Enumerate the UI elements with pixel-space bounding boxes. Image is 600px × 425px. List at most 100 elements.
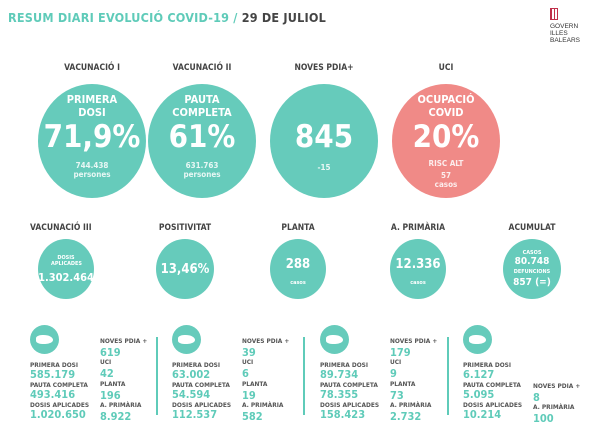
vacunacio-iii-label: VACUNACIÓ III — [30, 223, 92, 233]
planta-label: PLANTA — [281, 223, 315, 233]
stat-label: NOVES PDIA + — [242, 337, 290, 345]
stat-label: UCI — [242, 358, 254, 366]
heading: PRIMERA — [66, 93, 118, 106]
stat-label: A. PRIMÀRIA — [533, 403, 575, 411]
value: 288 — [285, 256, 311, 272]
stat-label: DOSIS APLICADES — [320, 401, 380, 409]
stat-label: UCI — [390, 358, 402, 366]
stat-label: PLANTA — [390, 380, 416, 388]
a-primaria-label: A. PRIMÀRIA — [390, 223, 446, 233]
heading: COVID — [428, 106, 464, 119]
sub: CASOS — [522, 250, 542, 256]
acumulat-circle: CASOS 80.748 DEFUNCIONS 857 (=) — [503, 239, 561, 299]
heading: PAUTA — [184, 93, 220, 106]
stat-value: 73 — [390, 389, 404, 402]
heading: DOSI — [78, 106, 106, 119]
sub: casos — [290, 279, 306, 286]
stat-value: 1.020.650 — [30, 408, 86, 421]
stat-value: 493.416 — [30, 388, 76, 401]
govern-logo: GOVERN ILLES BALEARS — [550, 8, 598, 44]
value: 13,46% — [160, 261, 210, 277]
stat-label: PRIMERA DOSI — [172, 361, 221, 369]
stat-label: DOSIS APLICADES — [172, 401, 232, 409]
value: 1.302.464 — [38, 270, 94, 284]
stat-value: 619 — [100, 346, 121, 359]
sub: RISC ALT — [428, 159, 464, 168]
stat-value: 8.922 — [100, 410, 132, 423]
sub: 57 — [440, 171, 451, 180]
stat-label: PLANTA — [242, 380, 268, 388]
stat-value: 6.127 — [463, 368, 495, 381]
stat-value: 2.732 — [390, 410, 422, 423]
noves-pdia-circle: 845 -15 — [270, 84, 378, 198]
heading: OCUPACIÓ — [417, 93, 475, 106]
stat-label: NOVES PDIA + — [390, 337, 438, 345]
uci-label: UCI — [438, 63, 454, 73]
stat-value: 63.002 — [172, 368, 211, 381]
sub: 744.438 — [75, 161, 109, 170]
stat-label: PAUTA COMPLETA — [463, 381, 521, 389]
mallorca-island-icon — [30, 325, 59, 354]
menorca-island-icon — [172, 325, 201, 354]
stat-label: PAUTA COMPLETA — [320, 381, 378, 389]
page-title: RESUM DIARI EVOLUCIÓ COVID-19 / 29 DE JU… — [8, 10, 326, 25]
sub: casos — [434, 180, 458, 189]
sub: casos — [410, 279, 426, 286]
stat-value: 10.214 — [463, 408, 502, 421]
value: 12.336 — [395, 256, 441, 272]
stat-value: 5.095 — [463, 388, 495, 401]
stat-label: PAUTA COMPLETA — [172, 381, 230, 389]
positivitat-label: POSITIVITAT — [158, 223, 212, 233]
value: 845 — [294, 119, 354, 155]
value: 61% — [168, 119, 236, 155]
stat-label: A. PRIMÀRIA — [242, 401, 284, 409]
acumulat-label: ACUMULAT — [508, 223, 556, 233]
stat-value: 100 — [533, 412, 554, 425]
positivitat-circle: 13,46% — [156, 239, 214, 299]
stat-label: PLANTA — [100, 380, 126, 388]
value: 20% — [412, 119, 480, 155]
sub: DOSIS APLICADES — [51, 254, 82, 267]
stat-value: 42 — [100, 367, 114, 380]
stat-label: A. PRIMÀRIA — [390, 401, 432, 409]
uci-circle: OCUPACIÓ COVID 20% RISC ALT 57 casos — [392, 84, 500, 198]
logo-text: BALEARS — [550, 37, 580, 44]
stat-label: A. PRIMÀRIA — [100, 401, 142, 409]
stat-label: DOSIS APLICADES — [463, 401, 523, 409]
vacunacio-iii-circle: DOSIS APLICADES 1.302.464 — [38, 239, 94, 299]
a-primaria-circle: 12.336 casos — [390, 239, 446, 299]
stat-value: 112.537 — [172, 408, 218, 421]
divider — [447, 337, 449, 415]
noves-pdia-label: NOVES PDIA+ — [294, 63, 354, 73]
title-text: RESUM DIARI EVOLUCIÓ COVID-19 / — [8, 10, 238, 25]
vacunacio-ii-circle: PAUTA COMPLETA 61% 631.763 persones — [148, 84, 256, 198]
stat-value: 582 — [242, 410, 263, 423]
sub: DEFUNCIONS — [513, 269, 551, 275]
stat-label: NOVES PDIA + — [100, 337, 148, 345]
stat-value: 6 — [242, 367, 249, 380]
stat-value: 78.355 — [320, 388, 359, 401]
divider — [303, 337, 305, 415]
sub: 631.763 — [185, 161, 219, 170]
heading: COMPLETA — [172, 106, 232, 119]
divider — [156, 337, 158, 415]
date: 29 DE JULIOL — [241, 10, 327, 25]
vacunacio-i-circle: PRIMERA DOSI 71,9% 744.438 persones — [38, 84, 146, 198]
stat-label: DOSIS APLICADES — [30, 401, 90, 409]
stat-label: PAUTA COMPLETA — [30, 381, 88, 389]
sub: persones — [183, 170, 221, 179]
logo-text: GOVERN — [550, 23, 579, 30]
vacunacio-ii-label: VACUNACIÓ II — [172, 63, 232, 73]
value: 71,9% — [43, 119, 141, 155]
planta-circle: 288 casos — [270, 239, 326, 299]
stat-label: PRIMERA DOSI — [30, 361, 79, 369]
stat-value: 8 — [533, 391, 540, 404]
value: 80.748 — [514, 256, 550, 267]
value: 857 (=) — [513, 277, 551, 288]
stat-label: PRIMERA DOSI — [463, 361, 512, 369]
sub: -15 — [317, 163, 331, 172]
stat-value: 54.594 — [172, 388, 211, 401]
stat-label: UCI — [100, 358, 112, 366]
sub: persones — [73, 170, 111, 179]
stat-value: 39 — [242, 346, 256, 359]
